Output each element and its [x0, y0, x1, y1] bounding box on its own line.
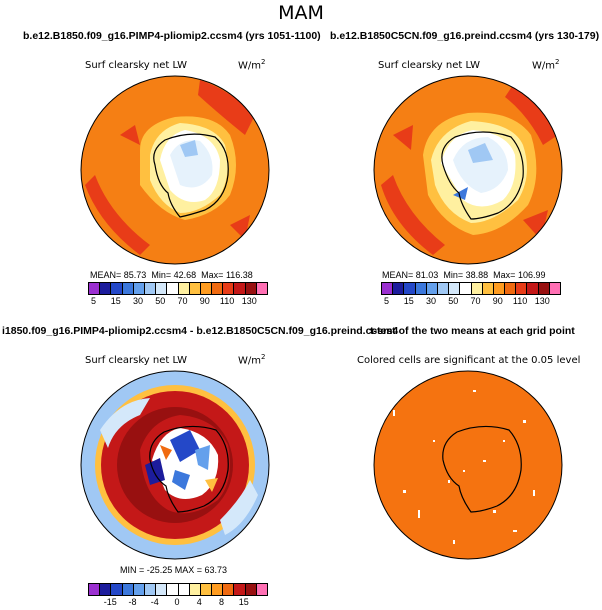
colorbar-tick-label: -4: [150, 597, 159, 607]
panel-1-map: [80, 75, 270, 265]
panel-2-colorbar-swatch: [404, 283, 416, 294]
colorbar-tick-label: 130: [241, 296, 257, 306]
panel-2-colorbar-swatch: [460, 283, 472, 294]
panel-1-colorbar-swatch: [122, 283, 134, 294]
colorbar-tick-label: 110: [512, 296, 528, 306]
panel-2-variable: Surf clearsky net LW: [378, 60, 481, 71]
panel-4-map: [373, 370, 563, 560]
panel-3-colorbar-swatch: [178, 584, 190, 595]
colorbar-tick-label: -8: [128, 597, 137, 607]
season-title: MAM: [278, 2, 324, 24]
panel-3-title: i1850.f09_g16.PIMP4-pliomip2.ccsm4 - b.e…: [2, 325, 399, 337]
panel-1-colorbar-swatch: [144, 283, 157, 294]
panel-2-colorbar-swatch: [516, 283, 528, 294]
colorbar-tick-label: 0: [174, 597, 180, 607]
panel-3-colorbar-swatch: [223, 584, 235, 595]
panel-2-stats: MEAN= 81.03 Min= 38.88 Max= 106.99: [382, 270, 546, 280]
panel-3-colorbar-swatch: [100, 584, 112, 595]
panel-3-map: [80, 370, 270, 560]
panel-1-colorbar-swatch: [245, 283, 257, 294]
panel-3-colorbar-swatch: [189, 584, 201, 595]
colorbar-tick-label: 90: [199, 296, 210, 306]
panel-2-colorbar-swatch: [449, 283, 461, 294]
panel-3-colorbar-swatch: [122, 584, 134, 595]
panel-1-colorbar-swatch: [189, 283, 201, 294]
panel-1-colorbar-swatch: [167, 283, 179, 294]
panel-1-units: W/m2: [238, 58, 266, 72]
panel-3-colorbar-swatch: [111, 584, 123, 595]
colorbar-tick-label: 15: [238, 597, 249, 607]
panel-3-colorbar-swatch: [234, 584, 246, 595]
panel-1-colorbar-swatch: [256, 283, 267, 294]
panel-2-colorbar-swatch: [493, 283, 506, 294]
panel-2-colorbar-swatch: [382, 283, 394, 294]
panel-1-colorbar: [88, 282, 268, 295]
colorbar-tick-label: 110: [219, 296, 235, 306]
panel-1-stats: MEAN= 85.73 Min= 42.68 Max= 116.38: [90, 270, 253, 280]
panel-3-colorbar-swatch: [212, 584, 224, 595]
panel-2-map: [373, 75, 563, 265]
panel-3-colorbar-swatch: [133, 584, 145, 595]
panel-4-title: t-test of the two means at each grid poi…: [370, 325, 575, 337]
colorbar-tick-label: 5: [91, 296, 97, 306]
colorbar-tick-label: -15: [103, 597, 117, 607]
colorbar-tick-label: 15: [110, 296, 121, 306]
panel-1-colorbar-swatch: [223, 283, 235, 294]
panel-1-colorbar-swatch: [234, 283, 246, 294]
panel-1-title: b.e12.B1850.f09_g16.PIMP4-pliomip2.ccsm4…: [23, 30, 321, 42]
colorbar-tick-label: 30: [426, 296, 437, 306]
panel-4-variable: Colored cells are significant at the 0.0…: [357, 355, 581, 366]
panel-3-colorbar-swatch: [200, 584, 213, 595]
colorbar-tick-label: 4: [196, 597, 202, 607]
panel-3-colorbar-swatch: [256, 584, 267, 595]
panel-1-colorbar-swatch: [178, 283, 190, 294]
panel-1-colorbar-swatch: [212, 283, 224, 294]
panel-1-colorbar-swatch: [200, 283, 213, 294]
panel-1-colorbar-swatch: [156, 283, 168, 294]
panel-2-colorbar-swatch: [538, 283, 550, 294]
panel-3-colorbar-swatch: [156, 584, 168, 595]
colorbar-tick-label: 70: [177, 296, 188, 306]
colorbar-tick-label: 130: [534, 296, 550, 306]
colorbar-tick-label: 70: [470, 296, 481, 306]
colorbar-tick-label: 50: [155, 296, 166, 306]
panel-2-colorbar-swatch: [471, 283, 483, 294]
panel-1-colorbar-swatch: [133, 283, 145, 294]
panel-2-colorbar-swatch: [426, 283, 438, 294]
panel-1-colorbar-swatch: [100, 283, 112, 294]
panel-3-colorbar-swatch: [89, 584, 101, 595]
colorbar-tick-label: 50: [448, 296, 459, 306]
panel-3-colorbar-swatch: [144, 584, 157, 595]
panel-1-colorbar-swatch: [111, 283, 123, 294]
panel-3-variable: Surf clearsky net LW: [85, 355, 188, 366]
panel-3-colorbar-swatch: [167, 584, 179, 595]
panel-1-colorbar-swatch: [89, 283, 101, 294]
colorbar-tick-label: 15: [403, 296, 414, 306]
colorbar-tick-label: 30: [133, 296, 144, 306]
colorbar-tick-label: 90: [492, 296, 503, 306]
panel-2-colorbar-swatch: [437, 283, 450, 294]
panel-3-stats: MIN = -25.25 MAX = 63.73: [120, 565, 228, 575]
panel-2-colorbar-swatch: [527, 283, 539, 294]
colorbar-tick-label: 5: [384, 296, 390, 306]
panel-3-units: W/m2: [238, 353, 266, 367]
colorbar-tick-label: 8: [218, 597, 225, 607]
panel-2-colorbar-swatch: [415, 283, 427, 294]
panel-1-variable: Surf clearsky net LW: [85, 60, 188, 71]
panel-2-colorbar-swatch: [482, 283, 494, 294]
panel-3-colorbar-swatch: [245, 584, 257, 595]
panel-2-colorbar-swatch: [393, 283, 405, 294]
panel-3-colorbar: [88, 583, 268, 596]
panel-2-title: b.e12.B1850C5CN.f09_g16.preind.ccsm4 (yr…: [330, 30, 600, 42]
panel-2-colorbar: [381, 282, 561, 295]
panel-2-units: W/m2: [532, 58, 560, 72]
panel-2-colorbar-swatch: [549, 283, 560, 294]
panel-2-colorbar-swatch: [505, 283, 517, 294]
